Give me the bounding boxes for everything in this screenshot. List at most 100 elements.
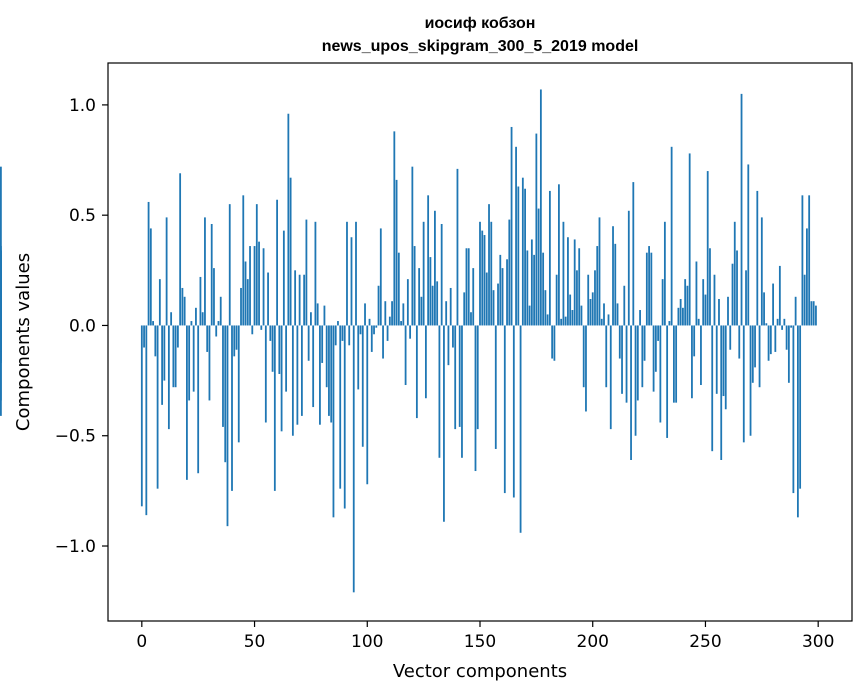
bar [228,204,231,326]
bar [195,307,197,326]
bar [303,274,306,326]
bar [706,171,709,326]
bar [240,287,242,326]
bar [0,270,2,326]
bar [415,325,418,419]
bar [409,325,412,339]
chart-title-line2: news_upos_skipgram_300_5_2019 model [322,38,639,55]
bar [145,325,148,516]
bar [143,325,145,348]
bar [808,195,811,326]
bar [470,312,472,326]
bar [463,292,466,326]
bar [206,325,209,352]
bar [659,325,662,423]
bar [672,325,675,403]
bar [594,270,596,326]
bar [589,298,592,326]
bar [582,325,585,388]
bar [537,208,540,326]
bar [497,283,499,326]
bar [558,184,560,326]
bar [199,276,202,326]
bar [512,325,515,498]
bar [573,239,576,326]
bar [296,325,299,425]
bar [639,310,641,326]
bar [0,166,2,326]
bar [715,325,718,394]
bar [542,252,545,326]
bar [163,325,166,381]
bar [332,325,335,518]
bar [709,248,711,326]
bar [760,217,763,326]
bar [204,217,206,326]
bar [0,325,2,352]
bar [704,294,707,326]
bar [231,325,233,491]
bar [663,221,666,326]
bar [670,146,673,326]
bar [481,230,484,326]
chart-title-line1: иосиф кобзон [425,15,536,32]
x-tick-label: 100 [351,632,383,652]
x-tick-label: 150 [464,632,496,652]
x-tick-label: 200 [577,632,609,652]
bar [517,186,520,326]
bar [251,325,254,335]
bar [591,292,594,326]
bar [686,285,689,326]
bar [179,173,182,326]
bar [641,325,644,388]
bar [334,325,337,346]
bar [355,221,357,326]
bar [740,93,743,326]
bar [488,204,490,326]
bar [339,325,342,489]
bar [776,318,779,326]
bar [711,325,714,452]
bar [661,279,664,326]
bar [627,210,630,326]
bar [474,325,477,472]
bar [560,318,563,326]
bar [682,307,684,326]
bar [785,325,788,350]
bar [650,252,653,326]
bar [688,153,691,326]
bar [190,321,193,326]
bar [343,325,346,509]
bar [413,246,416,326]
bar [796,325,799,518]
bar [154,325,157,357]
bar [745,270,747,326]
bar [801,195,804,326]
bar [792,325,795,494]
bar [596,246,599,326]
bar [422,221,425,326]
bar [255,204,258,326]
bar [528,305,531,326]
bar [289,177,292,326]
bar [0,325,2,416]
bar [765,323,768,326]
x-tick-label: 250 [689,632,721,652]
bar [623,285,626,326]
bar [756,190,759,326]
bar [778,265,781,326]
bar [618,325,621,359]
bar [197,325,200,474]
bar [359,325,362,335]
bar [456,168,459,326]
bar [553,325,556,361]
bar [700,325,702,386]
bar [533,254,536,326]
bar [519,325,522,533]
bar [733,221,736,326]
bar [361,325,364,447]
y-tick-label: −0.5 [55,427,96,447]
bar [172,325,175,388]
bar [803,274,806,326]
